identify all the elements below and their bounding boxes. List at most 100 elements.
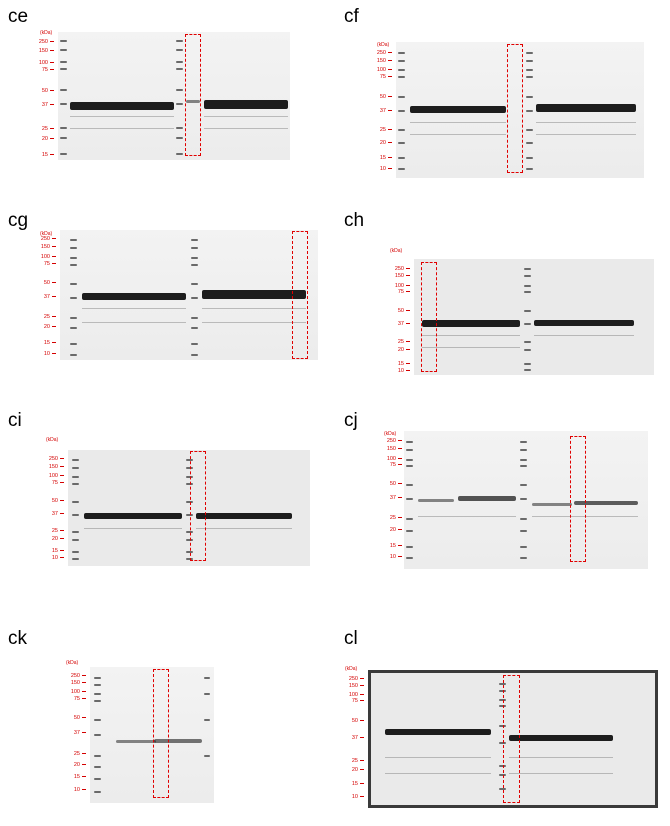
marker-label: 100 <box>24 254 56 261</box>
marker-label: 20 <box>332 767 364 774</box>
gel-image <box>68 450 310 566</box>
marker-label: 25 <box>378 339 410 346</box>
marker-label: 50 <box>370 481 402 488</box>
marker-label: 50 <box>360 94 392 101</box>
marker-label: 250 <box>54 673 86 680</box>
marker-label: 250 <box>360 50 392 57</box>
panel-label: cf <box>344 6 359 27</box>
highlight-box <box>185 34 201 156</box>
unit-label: (kDa) <box>377 42 390 48</box>
highlight-box <box>292 231 308 359</box>
marker-label: 75 <box>54 696 86 703</box>
marker-label: 20 <box>378 347 410 354</box>
marker-label: 50 <box>32 498 64 505</box>
marker-label: 25 <box>24 314 56 321</box>
marker-label: 50 <box>24 280 56 287</box>
marker-label: 15 <box>370 543 402 550</box>
marker-label: 20 <box>370 527 402 534</box>
panel-label: cl <box>344 628 358 649</box>
marker-label: 20 <box>32 536 64 543</box>
marker-label: 250 <box>32 456 64 463</box>
marker-label: 15 <box>32 548 64 555</box>
panel-label: ce <box>8 6 29 27</box>
marker-label: 20 <box>54 762 86 769</box>
marker-label: 75 <box>370 462 402 469</box>
marker-label: 37 <box>370 495 402 502</box>
marker-label: 37 <box>22 102 54 109</box>
marker-label: 150 <box>370 446 402 453</box>
marker-label: 10 <box>360 166 392 173</box>
marker-label: 25 <box>360 127 392 134</box>
marker-label: 150 <box>54 680 86 687</box>
marker-label: 10 <box>332 794 364 801</box>
marker-label: 75 <box>360 74 392 81</box>
marker-label: 37 <box>54 730 86 737</box>
marker-label: 37 <box>24 294 56 301</box>
marker-label: 50 <box>332 718 364 725</box>
gel-image <box>396 42 644 178</box>
panel-label: ch <box>344 210 365 231</box>
marker-label: 250 <box>24 236 56 243</box>
marker-label: 150 <box>32 464 64 471</box>
marker-label: 25 <box>54 751 86 758</box>
unit-label: (kDa) <box>345 666 358 672</box>
panel-label: cg <box>8 210 29 231</box>
marker-label: 50 <box>54 715 86 722</box>
unit-label: (kDa) <box>384 431 397 437</box>
marker-label: 20 <box>22 136 54 143</box>
gel-image <box>368 670 658 808</box>
unit-label: (kDa) <box>66 660 79 666</box>
gel-image <box>60 230 318 360</box>
marker-label: 20 <box>24 324 56 331</box>
marker-label: 75 <box>32 480 64 487</box>
marker-label: 100 <box>332 692 364 699</box>
marker-label: 250 <box>22 39 54 46</box>
unit-label: (kDa) <box>46 437 59 443</box>
marker-label: 25 <box>332 758 364 765</box>
marker-label: 150 <box>24 244 56 251</box>
marker-label: 50 <box>22 88 54 95</box>
highlight-box <box>190 451 206 561</box>
marker-label: 75 <box>378 289 410 296</box>
marker-label: 37 <box>32 511 64 518</box>
highlight-box <box>507 44 523 173</box>
highlight-box <box>421 262 437 372</box>
marker-label: 100 <box>360 67 392 74</box>
marker-label: 75 <box>22 67 54 74</box>
highlight-box <box>503 675 520 803</box>
gel-image <box>414 259 654 375</box>
marker-label: 10 <box>24 351 56 358</box>
gel-image <box>90 667 214 803</box>
marker-label: 50 <box>378 308 410 315</box>
marker-label: 15 <box>360 155 392 162</box>
marker-label: 150 <box>378 273 410 280</box>
panel-label: ci <box>8 410 22 431</box>
marker-label: 250 <box>370 438 402 445</box>
marker-label: 100 <box>54 689 86 696</box>
highlight-box <box>153 669 169 798</box>
marker-label: 150 <box>332 683 364 690</box>
highlight-box <box>570 436 586 562</box>
gel-image <box>58 32 290 160</box>
marker-label: 75 <box>24 261 56 268</box>
marker-label: 37 <box>332 735 364 742</box>
panel-label: cj <box>344 410 358 431</box>
marker-label: 100 <box>32 473 64 480</box>
marker-label: 150 <box>360 58 392 65</box>
marker-label: 10 <box>54 787 86 794</box>
marker-label: 10 <box>370 554 402 561</box>
marker-label: 25 <box>32 528 64 535</box>
marker-label: 15 <box>332 781 364 788</box>
marker-label: 250 <box>378 266 410 273</box>
marker-label: 100 <box>370 456 402 463</box>
marker-label: 25 <box>370 515 402 522</box>
marker-label: 15 <box>24 340 56 347</box>
marker-label: 10 <box>32 555 64 562</box>
marker-label: 15 <box>378 361 410 368</box>
marker-label: 15 <box>22 152 54 159</box>
panel-label: ck <box>8 628 27 649</box>
marker-label: 75 <box>332 698 364 705</box>
marker-label: 250 <box>332 676 364 683</box>
marker-label: 15 <box>54 774 86 781</box>
marker-label: 37 <box>378 321 410 328</box>
